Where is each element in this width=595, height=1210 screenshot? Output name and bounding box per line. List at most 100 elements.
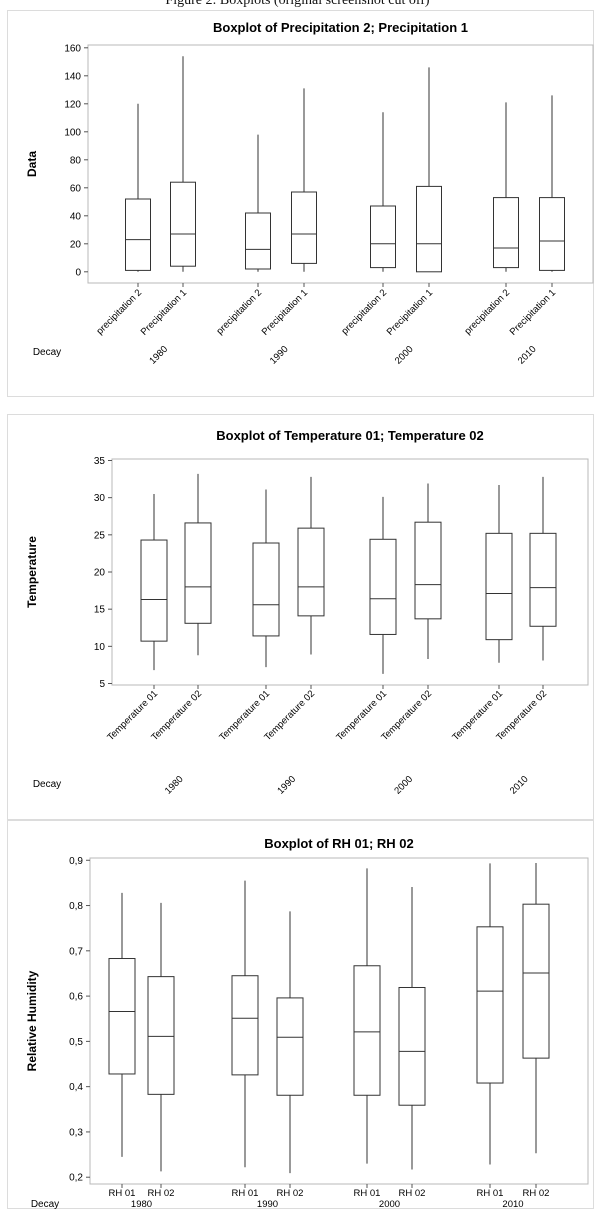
category-label: precipitation 2: [463, 287, 513, 337]
y-tick-label: 20: [94, 568, 106, 579]
category-label: precipitation 2: [340, 287, 390, 337]
y-tick-label: 140: [64, 71, 81, 82]
box-2010-1: [476, 863, 504, 1165]
y-tick-label: 0,7: [69, 946, 83, 957]
y-tick-label: 25: [94, 530, 106, 541]
y-tick-label: 160: [64, 43, 81, 54]
y-tick-label: 80: [70, 155, 82, 166]
iqr-box: [125, 198, 151, 271]
category-label: Precipitation 1: [260, 287, 310, 337]
box-2010-1: [493, 102, 519, 272]
box-1990-1: [252, 489, 280, 668]
category-label: Precipitation 1: [385, 287, 435, 337]
iqr-box: [493, 197, 519, 269]
category-label: RH 02: [277, 1188, 304, 1199]
iqr-box: [231, 975, 259, 1076]
category-label: RH 01: [477, 1188, 504, 1199]
y-tick-label: 0,5: [69, 1037, 83, 1048]
iqr-box: [291, 191, 317, 264]
iqr-box: [369, 538, 397, 635]
plot-frame: [111, 458, 589, 686]
y-tick-label: 0,6: [69, 992, 83, 1003]
y-axis-label: Relative Humidity: [25, 970, 39, 1071]
group-label: 1980: [147, 344, 170, 367]
y-tick-label: 120: [64, 99, 81, 110]
group-label: 1990: [275, 774, 298, 797]
y-tick-label: 0,8: [69, 901, 83, 912]
iqr-box: [353, 965, 381, 1096]
group-label: 2010: [508, 774, 531, 797]
category-label: RH 02: [523, 1188, 550, 1199]
category-label: precipitation 2: [95, 287, 145, 337]
precipitation-boxplot-panel: Boxplot of Precipitation 2; Precipitatio…: [7, 10, 594, 397]
iqr-box: [140, 539, 168, 642]
box-2010-2: [539, 95, 565, 272]
box-2000-1: [370, 112, 396, 272]
y-tick-label: 0,3: [69, 1127, 83, 1138]
y-tick-label: 35: [94, 456, 106, 467]
iqr-box: [170, 181, 196, 267]
iqr-box: [147, 976, 175, 1095]
y-tick-label: 10: [94, 642, 106, 653]
box-2000-1: [353, 868, 381, 1164]
group-axis-label: Decay: [31, 1199, 59, 1210]
group-label: 2000: [393, 344, 416, 367]
y-tick-label: 30: [94, 493, 106, 504]
iqr-box: [297, 527, 325, 617]
y-axis-label: Temperature: [25, 536, 39, 608]
box-1980-1: [140, 493, 168, 671]
iqr-box: [485, 532, 513, 641]
group-axis-label: Decay: [33, 347, 61, 358]
category-label: precipitation 2: [215, 287, 265, 337]
box-1990-1: [231, 880, 259, 1168]
plot-frame: [89, 857, 589, 1185]
temperature-boxplot-panel: Boxplot of Temperature 01; Temperature 0…: [7, 414, 594, 820]
group-label: 1980: [163, 774, 186, 797]
category-label: Precipitation 1: [508, 287, 558, 337]
group-label: 2010: [502, 1199, 523, 1210]
chart-title: Boxplot of Precipitation 2; Precipitatio…: [213, 20, 468, 35]
box-1980-1: [125, 103, 151, 272]
iqr-box: [276, 997, 304, 1096]
box-1980-2: [170, 56, 196, 272]
box-2010-1: [485, 485, 513, 663]
iqr-box: [108, 958, 136, 1075]
chart-title: Boxplot of RH 01; RH 02: [264, 836, 414, 851]
iqr-box: [522, 903, 550, 1059]
iqr-box: [245, 212, 271, 270]
iqr-box: [398, 986, 426, 1106]
y-tick-label: 100: [64, 127, 81, 138]
box-2010-2: [529, 476, 557, 661]
category-label: RH 01: [354, 1188, 381, 1199]
y-tick-label: 0,9: [69, 856, 83, 867]
category-label: Precipitation 1: [139, 287, 189, 337]
temperature-boxplot-svg: Boxplot of Temperature 01; Temperature 0…: [25, 428, 589, 797]
box-1980-2: [184, 473, 212, 656]
plot-frame: [87, 44, 594, 284]
iqr-box: [416, 185, 442, 273]
box-1990-2: [297, 476, 325, 655]
box-1980-1: [108, 892, 136, 1157]
iqr-box: [476, 926, 504, 1084]
box-1990-2: [276, 911, 304, 1174]
precipitation-boxplot-svg: Boxplot of Precipitation 2; Precipitatio…: [25, 20, 594, 367]
y-tick-label: 15: [94, 605, 106, 616]
group-label: 2010: [516, 344, 539, 367]
iqr-box: [529, 532, 557, 627]
y-tick-label: 20: [70, 239, 82, 250]
y-tick-label: 0,4: [69, 1082, 83, 1093]
category-label: RH 01: [109, 1188, 136, 1199]
group-label: 1980: [131, 1199, 152, 1210]
figure-caption-fragment: Figure 2: Boxplots (original screenshot …: [165, 0, 430, 8]
box-2010-2: [522, 862, 550, 1154]
y-tick-label: 0,2: [69, 1173, 83, 1184]
box-1980-2: [147, 902, 175, 1172]
y-tick-label: 5: [99, 679, 105, 690]
iqr-box: [414, 521, 442, 620]
box-1990-2: [291, 88, 317, 272]
category-label: RH 02: [148, 1188, 175, 1199]
chart-title: Boxplot of Temperature 01; Temperature 0…: [216, 428, 484, 443]
box-2000-2: [398, 886, 426, 1170]
humidity-boxplot-svg: Boxplot of RH 01; RH 02 Relative Humidity…: [25, 836, 589, 1210]
group-label: 1990: [257, 1199, 278, 1210]
